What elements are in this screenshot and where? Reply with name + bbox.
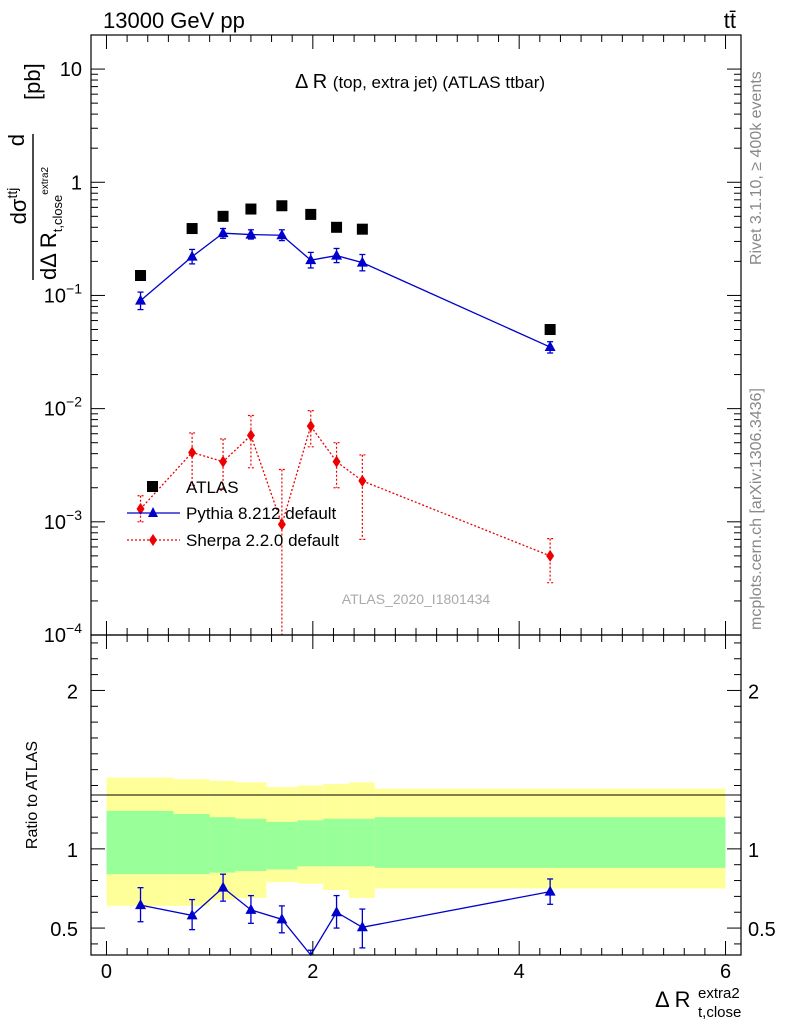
ratio-x-axis-label: Δ R extra2 t,close [655, 985, 741, 1021]
x-label-subscript: t,close [698, 1004, 741, 1021]
ratio-pythia-point [276, 913, 288, 924]
ratio-x-axis: 0 2 4 6 [101, 635, 731, 983]
main-y-axis: 10 1 10−1 10−2 10−3 10−4 [44, 34, 741, 647]
ratio-x-tick-label: 0 [101, 961, 112, 983]
legend-sherpa-label: Sherpa 2.2.0 default [186, 531, 339, 550]
atlas-data-point [544, 324, 556, 336]
title-main: Δ R [295, 71, 327, 93]
ratio-y-tick-label-left: 2 [67, 681, 78, 703]
ratio-pythia-point [245, 903, 257, 914]
pythia-point [276, 229, 288, 240]
pythia-point [245, 228, 257, 239]
ratio-inner-band [297, 820, 324, 867]
legend: ATLAS Pythia 8.212 default Sherpa 2.2.0 … [127, 478, 339, 550]
y-label-numerator: dσttj [4, 188, 31, 225]
legend-atlas-marker [147, 481, 158, 492]
ratio-x-tick-label: 6 [720, 961, 731, 983]
title-detail: (top, extra jet) (ATLAS ttbar) [333, 73, 545, 92]
ratio-x-tick-label: 2 [307, 961, 318, 983]
main-data-layer [135, 200, 556, 635]
process-label: tt̄ [724, 8, 736, 33]
atlas-data-point [331, 221, 343, 233]
rivet-version-label: Rivet 3.1.10, ≥ 400k events [748, 71, 765, 265]
x-label-superscript: extra2 [698, 985, 740, 1002]
ratio-data-layer [135, 873, 556, 957]
ratio-inner-band [209, 817, 236, 873]
atlas-data-point [305, 208, 317, 220]
y-label-unit: [pb] [20, 63, 45, 100]
main-y-tick-label: 10−4 [44, 620, 82, 647]
ratio-uncertainty-bands [106, 777, 726, 906]
ratio-plot-panel: 0.5 0.5 1 1 2 2 0 2 4 6 Ratio to ATLAS Δ R extra… [24, 634, 776, 1021]
pythia-point [305, 254, 317, 265]
sherpa-point [246, 429, 255, 442]
ratio-y-axis: 0.5 0.5 1 1 2 2 [50, 642, 776, 945]
pythia-point [135, 294, 147, 305]
sherpa-point [219, 455, 228, 468]
sherpa-point [358, 474, 367, 487]
legend-sherpa-marker [149, 534, 157, 546]
pythia-point [217, 227, 229, 238]
analysis-id-label: ATLAS_2020_I1801434 [342, 591, 491, 607]
ratio-y-tick-label-right: 2 [748, 681, 759, 703]
ratio-pythia-point [217, 881, 229, 892]
main-plot-title: Δ R (top, extra jet) (ATLAS ttbar) [295, 71, 545, 93]
ratio-inner-band [374, 817, 726, 868]
sherpa-point [277, 518, 286, 531]
pythia-point [186, 250, 198, 261]
ratio-pythia-point [331, 906, 343, 917]
pythia-point [356, 256, 368, 267]
atlas-data-point [356, 223, 368, 235]
sherpa-point [332, 455, 341, 468]
ratio-x-tick-label: 4 [514, 961, 525, 983]
atlas-data-point [245, 203, 257, 215]
y-label-d: d [4, 134, 29, 146]
atlas-data-point [186, 223, 198, 235]
ratio-inner-band [348, 818, 375, 867]
atlas-data-point [135, 270, 147, 282]
sherpa-point [306, 420, 315, 433]
ratio-pythia-point [544, 885, 556, 896]
pythia-point [331, 249, 343, 260]
ratio-y-tick-label-right: 1 [748, 840, 759, 862]
energy-label: 13000 GeV pp [103, 8, 245, 33]
ratio-inner-band [266, 821, 298, 870]
ratio-y-tick-label-left: 0.5 [50, 919, 78, 941]
ratio-pythia-point [135, 899, 147, 910]
legend-atlas-label: ATLAS [186, 478, 239, 497]
ratio-inner-band [173, 814, 210, 875]
ratio-pythia-point [356, 921, 368, 932]
atlas-data-point [217, 210, 229, 222]
main-y-axis-label: d dσttj dΔ Rt,closeextra2 [pb] [4, 63, 65, 280]
ratio-y-axis-label: Ratio to ATLAS [24, 741, 41, 849]
main-y-tick-label: 10−1 [44, 280, 82, 307]
y-label-denominator: dΔ Rt,closeextra2 [36, 166, 65, 280]
main-y-tick-label: 10−3 [44, 507, 82, 534]
legend-pythia-marker [148, 507, 158, 517]
ratio-inner-band [235, 818, 267, 872]
main-plot-panel: 10 1 10−1 10−2 10−3 10−4 Δ R (top, extra jet)… [4, 34, 742, 647]
ratio-pythia-point [186, 909, 198, 920]
main-y-tick-label: 10 [60, 59, 82, 81]
mcplots-reference-label: mcplots.cern.ch [arXiv:1306.3436] [748, 388, 765, 630]
main-x-ticks [105, 35, 727, 635]
main-y-tick-label: 1 [71, 172, 82, 194]
atlas-data-point [276, 200, 288, 212]
legend-pythia-label: Pythia 8.212 default [186, 504, 337, 523]
ratio-inner-band [323, 818, 349, 867]
ratio-y-tick-label-left: 1 [67, 840, 78, 862]
main-y-tick-label: 10−2 [44, 394, 82, 421]
sherpa-point [188, 446, 197, 459]
pythia-point [544, 341, 556, 352]
ratio-y-tick-label-right: 0.5 [748, 919, 776, 941]
sherpa-point [136, 502, 145, 515]
sherpa-point [546, 549, 555, 562]
ratio-inner-band [106, 810, 174, 875]
x-label-main: Δ R [655, 987, 690, 1012]
